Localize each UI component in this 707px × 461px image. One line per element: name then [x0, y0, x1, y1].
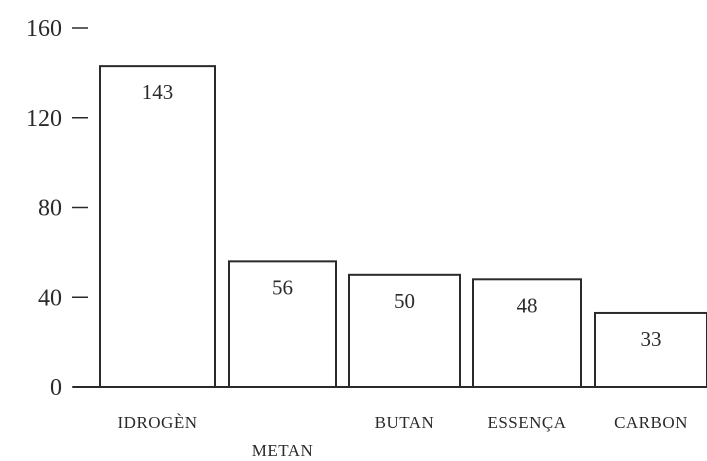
x-category-label: BUTAN — [375, 413, 435, 432]
bar-value-label: 143 — [142, 80, 174, 104]
y-axis: 0 40 80 120 160 — [26, 16, 88, 401]
bar-value-label: 48 — [517, 293, 538, 317]
category-labels: IDROGÈN METAN BUTAN ESSENÇA CARBON — [118, 413, 688, 460]
x-category-label: CARBON — [614, 413, 688, 432]
x-category-label: IDROGÈN — [118, 413, 198, 432]
x-category-label: ESSENÇA — [487, 413, 566, 432]
bar-value-label: 33 — [641, 327, 662, 351]
bar-value-label: 56 — [272, 275, 293, 299]
y-tick-label: 160 — [26, 16, 62, 42]
bar-metan — [228, 260, 337, 389]
y-tick-label: 40 — [38, 285, 62, 311]
y-tick-label: 0 — [50, 375, 62, 401]
y-tick-label: 120 — [26, 106, 62, 132]
bar-idrogn — [99, 65, 216, 389]
bar-essena — [472, 278, 582, 388]
bars: 143 56 50 48 33 — [99, 65, 707, 389]
x-category-label: METAN — [252, 441, 314, 460]
bar-value-label: 50 — [394, 289, 415, 313]
y-tick-label: 80 — [38, 196, 62, 222]
